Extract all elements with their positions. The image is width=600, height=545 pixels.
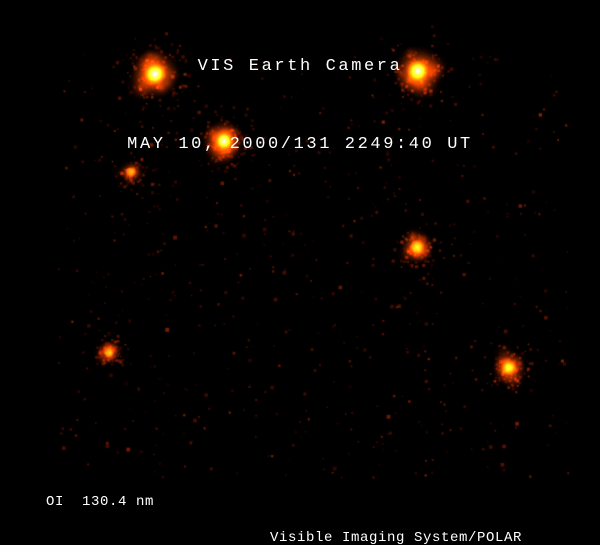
image-timestamp: MAY 10, 2000/131 2249:40 UT: [127, 135, 473, 154]
image-title: VIS Earth Camera: [197, 57, 403, 76]
credit-line-1: Visible Imaging System/POLAR: [269, 530, 523, 545]
filter-wavelength-label: OI 130.4 nm: [46, 494, 155, 510]
credit-block: Visible Imaging System/POLAR The Univers…: [252, 491, 540, 545]
header-block: VIS Earth Camera MAY 10, 2000/131 2249:4…: [0, 2, 600, 210]
